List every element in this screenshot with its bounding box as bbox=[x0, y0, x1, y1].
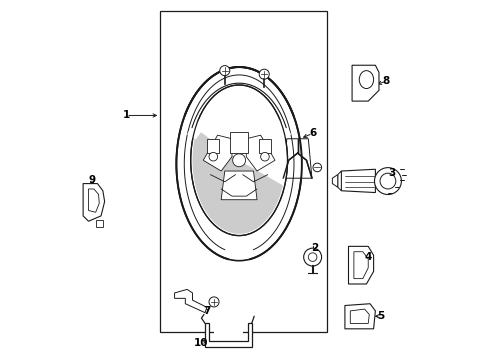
Polygon shape bbox=[221, 171, 257, 200]
Bar bbox=[230, 132, 247, 153]
Polygon shape bbox=[283, 139, 311, 178]
Text: 2: 2 bbox=[310, 243, 317, 253]
Polygon shape bbox=[203, 135, 231, 171]
Bar bbox=[258, 139, 271, 153]
Circle shape bbox=[208, 152, 217, 161]
Polygon shape bbox=[214, 323, 242, 336]
Polygon shape bbox=[351, 65, 378, 101]
Polygon shape bbox=[246, 135, 274, 171]
Ellipse shape bbox=[359, 71, 373, 89]
Polygon shape bbox=[349, 309, 368, 323]
Text: 1: 1 bbox=[122, 111, 129, 121]
Circle shape bbox=[303, 248, 321, 266]
Bar bbox=[96, 220, 102, 226]
Circle shape bbox=[260, 152, 269, 161]
Text: 8: 8 bbox=[382, 76, 389, 86]
Text: 4: 4 bbox=[364, 252, 371, 262]
Text: 7: 7 bbox=[203, 306, 210, 316]
Bar bbox=[160, 12, 326, 332]
Ellipse shape bbox=[374, 168, 401, 194]
Circle shape bbox=[312, 163, 321, 172]
Ellipse shape bbox=[190, 85, 287, 235]
Polygon shape bbox=[337, 171, 341, 191]
Polygon shape bbox=[348, 246, 373, 284]
Polygon shape bbox=[88, 189, 99, 212]
Ellipse shape bbox=[176, 67, 301, 261]
Polygon shape bbox=[344, 304, 375, 329]
Polygon shape bbox=[204, 323, 251, 347]
Text: 5: 5 bbox=[376, 311, 384, 321]
Circle shape bbox=[219, 66, 229, 76]
Circle shape bbox=[259, 69, 269, 79]
Polygon shape bbox=[192, 129, 283, 234]
Polygon shape bbox=[174, 289, 206, 313]
Circle shape bbox=[379, 173, 395, 189]
Circle shape bbox=[308, 253, 316, 261]
Polygon shape bbox=[353, 252, 367, 279]
Bar bbox=[206, 139, 219, 153]
Polygon shape bbox=[83, 184, 104, 221]
Text: 3: 3 bbox=[387, 168, 394, 178]
Wedge shape bbox=[187, 105, 290, 139]
Text: 9: 9 bbox=[88, 175, 96, 185]
Polygon shape bbox=[341, 169, 375, 193]
Text: 6: 6 bbox=[308, 129, 316, 138]
Circle shape bbox=[232, 154, 245, 167]
Text: 10: 10 bbox=[194, 338, 208, 348]
Polygon shape bbox=[332, 175, 337, 187]
Circle shape bbox=[208, 297, 219, 307]
